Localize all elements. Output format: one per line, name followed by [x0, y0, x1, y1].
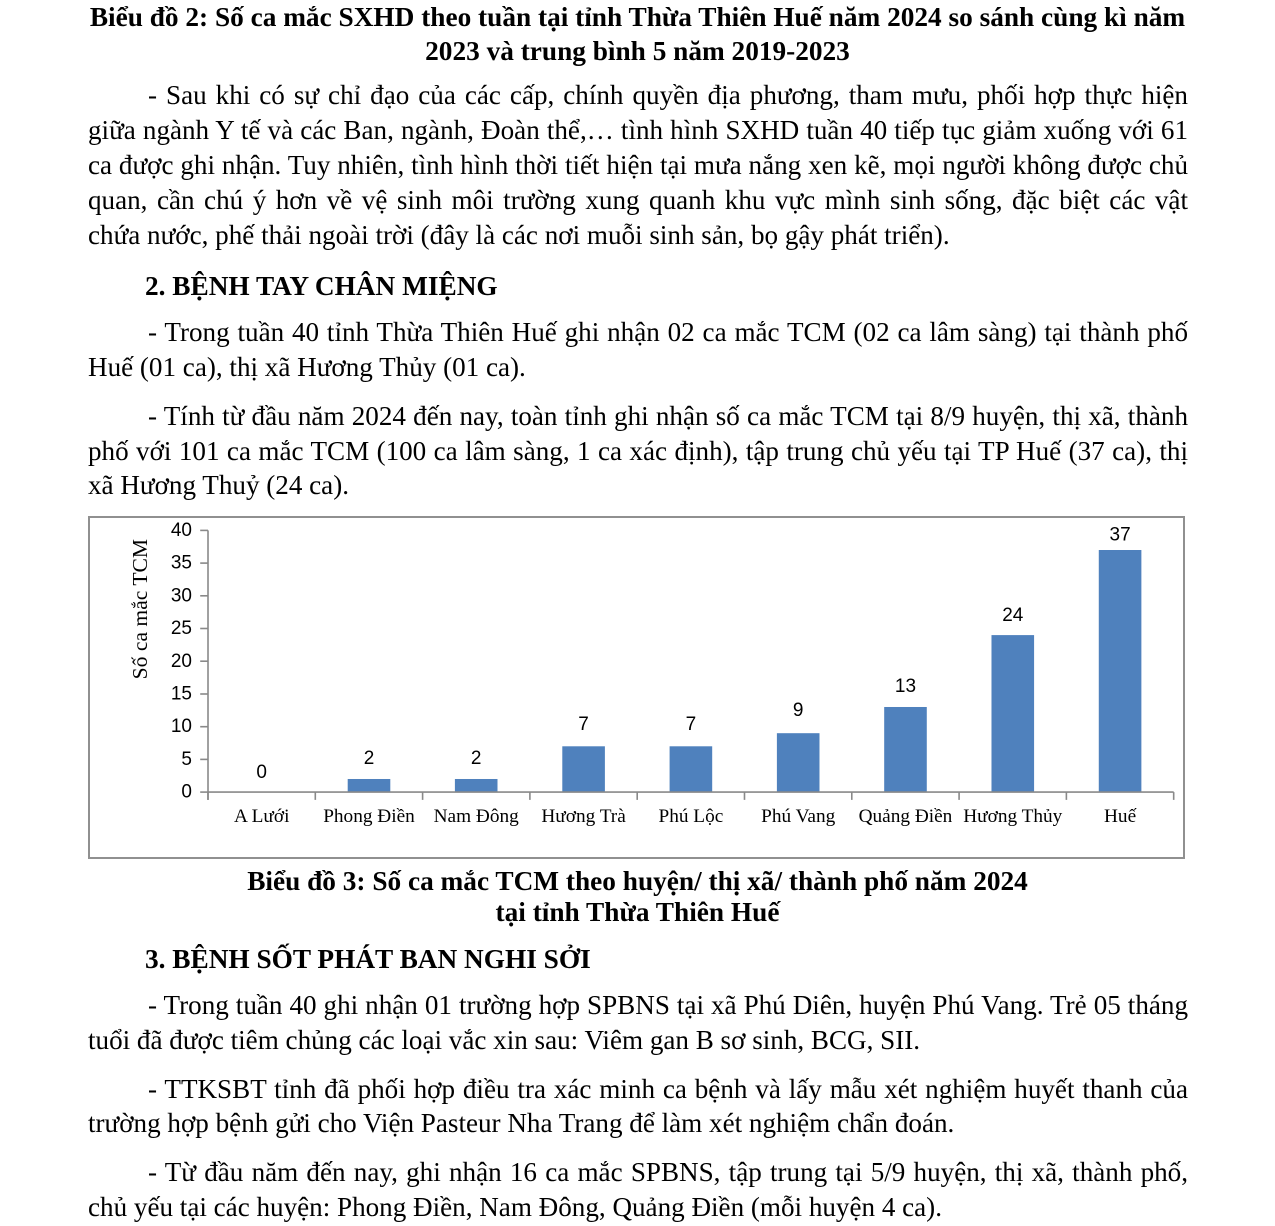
svg-text:Phú Lộc: Phú Lộc — [658, 806, 723, 827]
svg-text:Huế: Huế — [1104, 806, 1137, 827]
svg-text:2: 2 — [364, 748, 375, 769]
svg-text:Quảng Điền: Quảng Điền — [859, 806, 953, 827]
svg-text:7: 7 — [686, 714, 697, 735]
svg-text:Số ca mắc TCM: Số ca mắc TCM — [128, 538, 152, 678]
svg-text:Hương Thủy: Hương Thủy — [963, 806, 1062, 827]
svg-text:A Lưới: A Lưới — [234, 806, 289, 827]
svg-text:0: 0 — [181, 781, 192, 802]
svg-text:30: 30 — [171, 585, 192, 606]
svg-text:40: 40 — [171, 519, 192, 540]
svg-text:15: 15 — [171, 683, 192, 704]
svg-text:25: 25 — [171, 618, 192, 639]
svg-text:9: 9 — [793, 699, 804, 720]
svg-text:13: 13 — [895, 676, 916, 697]
svg-text:Phú Vang: Phú Vang — [761, 806, 835, 827]
svg-text:37: 37 — [1110, 524, 1131, 545]
svg-text:35: 35 — [171, 552, 192, 573]
svg-text:10: 10 — [171, 716, 192, 737]
svg-text:5: 5 — [181, 748, 192, 769]
svg-text:0: 0 — [256, 762, 267, 783]
svg-text:Nam Đông: Nam Đông — [434, 806, 520, 827]
svg-text:7: 7 — [578, 714, 589, 735]
svg-text:Phong Điền: Phong Điền — [323, 806, 415, 827]
svg-text:20: 20 — [171, 650, 192, 671]
svg-text:2: 2 — [471, 748, 482, 769]
svg-text:Hương Trà: Hương Trà — [541, 806, 626, 827]
svg-text:24: 24 — [1002, 605, 1023, 626]
